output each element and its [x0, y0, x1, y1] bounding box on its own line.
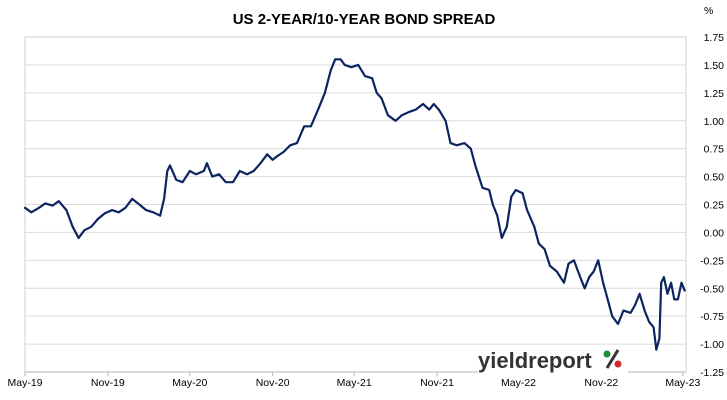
y-axis: 1.75 1.50 1.25 1.00 0.75 0.50 0.25 0.00 -0.25 -0.… — [700, 32, 724, 379]
logo-background — [478, 347, 628, 379]
x-tick-label: Nov-22 — [584, 377, 618, 389]
yieldreport-logo: yieldreport — [478, 347, 628, 379]
x-tick-label: May-20 — [172, 377, 207, 389]
y-tick-label: 1.00 — [704, 116, 725, 128]
x-tick-label: May-23 — [665, 377, 700, 389]
percent-icon — [603, 349, 622, 369]
x-tick-label: Nov-21 — [420, 377, 454, 389]
series-layer — [23, 58, 686, 351]
y-tick-label: -0.50 — [700, 283, 724, 295]
y-axis-unit-label: % — [704, 5, 713, 17]
logo-word: yieldreport — [478, 348, 592, 373]
gridlines — [25, 64, 686, 345]
y-tick-label: 1.25 — [704, 88, 725, 100]
x-tick-label: Nov-20 — [256, 377, 290, 389]
y-tick-label: 0.25 — [704, 200, 725, 212]
y-tick-label: -1.25 — [700, 367, 724, 379]
series-line-spread — [23, 58, 686, 351]
x-tick-label: May-19 — [7, 377, 42, 389]
y-tick-label: -1.00 — [700, 339, 724, 351]
x-tick-label: Nov-19 — [91, 377, 125, 389]
y-tick-label: 0.50 — [704, 172, 725, 184]
x-tick-label: May-22 — [501, 377, 536, 389]
y-tick-label: -0.25 — [700, 255, 724, 267]
chart-title: US 2-YEAR/10-YEAR BOND SPREAD — [233, 11, 496, 28]
y-tick-label: 0.75 — [704, 144, 725, 156]
y-tick-label: 1.50 — [704, 60, 725, 72]
y-tick-label: -0.75 — [700, 311, 724, 323]
y-tick-label: 1.75 — [704, 32, 725, 44]
x-tick-label: May-21 — [337, 377, 372, 389]
y-tick-label: 0.00 — [704, 227, 725, 239]
